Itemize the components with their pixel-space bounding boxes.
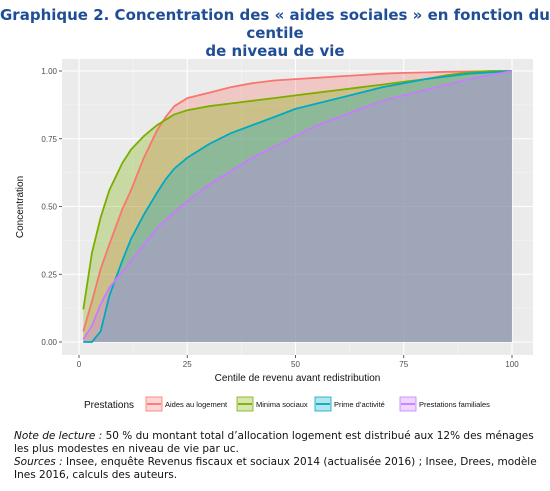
legend-label-0: Aides au logement xyxy=(165,400,228,409)
y-tick-label: 0.25 xyxy=(41,270,57,279)
series-line-2 xyxy=(83,70,513,343)
x-tick-label: 50 xyxy=(291,360,300,369)
note-sources-text: Insee, enquête Revenus fiscaux et sociau… xyxy=(14,456,537,481)
x-tick-label: 100 xyxy=(505,360,519,369)
note-sources: Sources : Insee, enquête Revenus fiscaux… xyxy=(14,456,539,482)
series-area-0 xyxy=(83,71,513,342)
note-lecture-label: Note de lecture : xyxy=(14,430,103,442)
legend-label-1: Minima sociaux xyxy=(256,400,308,409)
x-tick-label: 25 xyxy=(183,360,192,369)
chart-title-line1: Graphique 2. Concentration des « aides s… xyxy=(0,6,550,42)
chart-note: Note de lecture : 50 % du montant total … xyxy=(14,430,539,482)
series-area-1 xyxy=(83,71,513,342)
y-axis-label: Concentration xyxy=(15,176,26,238)
y-tick-label: 0.75 xyxy=(41,135,57,144)
x-axis-label: Centile de revenu avant redistribution xyxy=(215,373,381,384)
legend-label-2: Prime d’activité xyxy=(334,400,385,409)
chart-title: Graphique 2. Concentration des « aides s… xyxy=(0,6,550,60)
y-tick-label: 0.50 xyxy=(41,203,57,212)
note-sources-label: Sources : xyxy=(14,456,63,468)
series-line-0 xyxy=(82,70,513,332)
series-line-3 xyxy=(82,70,513,340)
concentration-chart: 0 25 50 75 100 0.00 0.25 0.50 0.75 1.00 Centile de… xyxy=(15,59,533,412)
y-tick-label: 0.00 xyxy=(41,338,57,347)
note-lecture-text: 50 % du montant total d’allocation logem… xyxy=(14,430,534,455)
x-tick-label: 75 xyxy=(399,360,408,369)
note-lecture: Note de lecture : 50 % du montant total … xyxy=(14,430,539,456)
series-area-3 xyxy=(83,71,513,342)
y-tick-label: 1.00 xyxy=(41,67,57,76)
chart-title-line2: de niveau de vie xyxy=(205,42,345,60)
legend-title: Prestations xyxy=(84,400,134,411)
x-tick-label: 0 xyxy=(77,360,82,369)
series-area-2 xyxy=(83,71,513,342)
legend-label-3: Prestations familiales xyxy=(419,400,490,409)
